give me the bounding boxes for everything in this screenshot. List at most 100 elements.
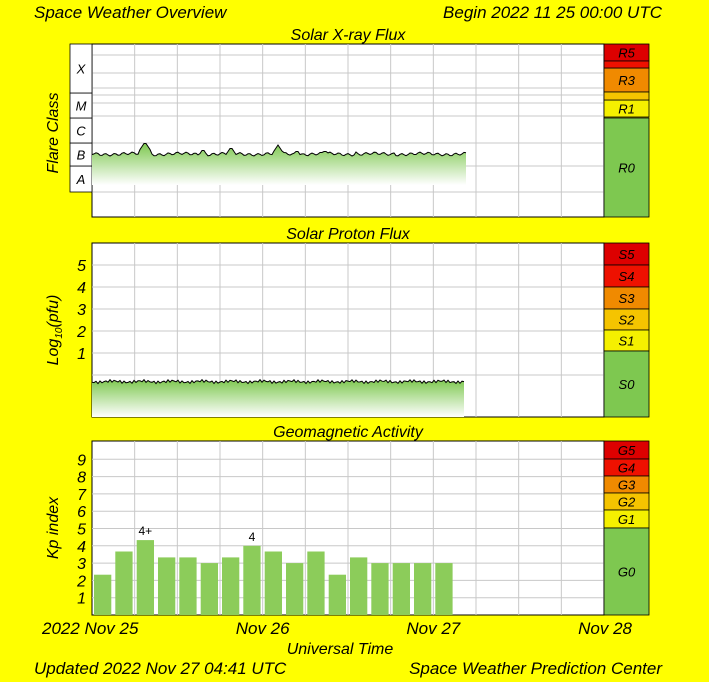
scale-level-box xyxy=(603,60,650,69)
proton-flux-line xyxy=(91,378,465,385)
kp-bar xyxy=(371,563,389,615)
xray-title: Solar X-ray Flux xyxy=(291,27,407,44)
kp-y-tick: 5 xyxy=(77,522,86,539)
updated-time: Updated 2022 Nov 27 04:41 UTC xyxy=(34,659,287,678)
proton-ylabel: Log10(pfu) xyxy=(45,295,65,366)
kp-ylabel: Kp index xyxy=(45,496,62,559)
proton-y-tick: 3 xyxy=(77,302,86,319)
kp-bar xyxy=(179,557,197,615)
xray-ylabel: Flare Class xyxy=(45,93,62,174)
kp-annotation: 4 xyxy=(249,530,256,544)
scale-level-box xyxy=(603,117,650,218)
kp-bar xyxy=(115,551,133,615)
proton-s-scale: S5 S4 S3 S2 S1 S0 xyxy=(603,242,650,418)
scale-level-label: G4 xyxy=(618,461,635,476)
scale-level-label: R0 xyxy=(618,161,635,176)
kp-y-tick: 7 xyxy=(77,487,87,504)
kp-g-scale: G5 G4 G3 G2 G1 G0 xyxy=(603,440,650,616)
x-tick-label: 2022 Nov 25 xyxy=(41,619,139,638)
proton-ylabel-rest: (pfu) xyxy=(45,295,62,328)
kp-bars xyxy=(94,540,453,615)
scale-level-label: R1 xyxy=(618,102,635,117)
flare-class-label: C xyxy=(76,124,86,139)
scale-level-label: R5 xyxy=(618,46,635,61)
scale-level-label: G2 xyxy=(618,495,636,510)
flare-class-box xyxy=(69,43,93,94)
kp-y-tick: 9 xyxy=(77,452,86,469)
proton-ylabel-base: Log xyxy=(45,339,62,366)
xray-flux-area xyxy=(91,143,467,185)
kp-y-tick: 6 xyxy=(77,504,86,521)
proton-y-tick: 1 xyxy=(77,346,86,363)
kp-bar xyxy=(94,574,112,615)
kp-bar xyxy=(392,563,410,615)
kp-y-tick: 1 xyxy=(77,591,86,608)
kp-title: Geomagnetic Activity xyxy=(273,424,424,441)
x-axis-tick-labels: 2022 Nov 25 Nov 26 Nov 27 Nov 28 xyxy=(41,619,633,638)
flare-class-label: X xyxy=(76,62,87,77)
kp-bar xyxy=(136,540,154,615)
proton-y-tick: 4 xyxy=(77,280,86,297)
kp-y-tick: 8 xyxy=(77,470,86,487)
kp-bar xyxy=(435,563,453,615)
kp-y-tick: 3 xyxy=(77,556,86,573)
kp-bar xyxy=(158,557,176,615)
proton-gridlines xyxy=(92,243,604,417)
overview-title: Space Weather Overview xyxy=(34,3,228,22)
kp-bar xyxy=(350,557,368,615)
flare-class-label: A xyxy=(76,172,86,187)
x-tick-label: Nov 28 xyxy=(578,619,632,638)
x-axis-label: Universal Time xyxy=(287,641,394,658)
scale-level-label: S4 xyxy=(619,269,635,284)
x-tick-label: Nov 27 xyxy=(406,619,460,638)
scale-level-label: G1 xyxy=(618,512,635,527)
scale-level-label: S3 xyxy=(619,291,636,306)
scale-level-label: R3 xyxy=(618,73,635,88)
flare-class-label: B xyxy=(77,148,86,163)
kp-bar xyxy=(222,557,240,615)
proton-title: Solar Proton Flux xyxy=(286,226,411,243)
kp-annotation: 4+ xyxy=(138,524,152,538)
kp-bar xyxy=(307,551,325,615)
prediction-center: Space Weather Prediction Center xyxy=(409,659,663,678)
kp-gridlines xyxy=(92,441,604,615)
scale-level-box xyxy=(603,350,650,418)
scale-level-box xyxy=(603,91,650,101)
proton-flux-fill xyxy=(92,379,464,417)
scale-level-label: S2 xyxy=(619,313,636,328)
kp-bar xyxy=(286,563,304,615)
scale-level-label: G5 xyxy=(618,443,636,458)
scale-level-label: G0 xyxy=(618,565,636,580)
scale-level-label: S0 xyxy=(619,377,636,392)
kp-bar xyxy=(328,574,346,615)
kp-y-tick: 2 xyxy=(76,573,86,590)
scale-level-label: S1 xyxy=(619,334,635,349)
kp-bar xyxy=(264,551,282,615)
x-tick-label: Nov 26 xyxy=(236,619,290,638)
kp-bar xyxy=(414,563,432,615)
xray-r-scale: R5 R3 R1 R0 xyxy=(603,43,650,218)
flare-class-label: M xyxy=(76,99,87,114)
proton-ylabel-sub: 10 xyxy=(54,327,65,339)
scale-level-box xyxy=(603,527,650,616)
kp-bar xyxy=(243,545,261,615)
proton-y-tick: 5 xyxy=(77,258,86,275)
kp-annotations: 4+ 4 xyxy=(138,524,255,544)
scale-level-label: G3 xyxy=(618,478,636,493)
xray-flux-line xyxy=(91,143,467,157)
scale-level-label: S5 xyxy=(619,247,636,262)
proton-flux-area xyxy=(91,378,465,417)
proton-y-ticks: 1 2 3 4 5 xyxy=(76,258,86,363)
scale-level-box xyxy=(603,67,650,93)
kp-bar xyxy=(200,563,218,615)
proton-y-tick: 2 xyxy=(76,324,86,341)
proton-panel: Solar Proton Flux 1 2 3 4 5 S5 S4 S3 S2 S1 S0 Log… xyxy=(45,226,650,418)
kp-y-tick: 4 xyxy=(77,539,86,556)
begin-time: Begin 2022 11 25 00:00 UTC xyxy=(443,3,663,22)
